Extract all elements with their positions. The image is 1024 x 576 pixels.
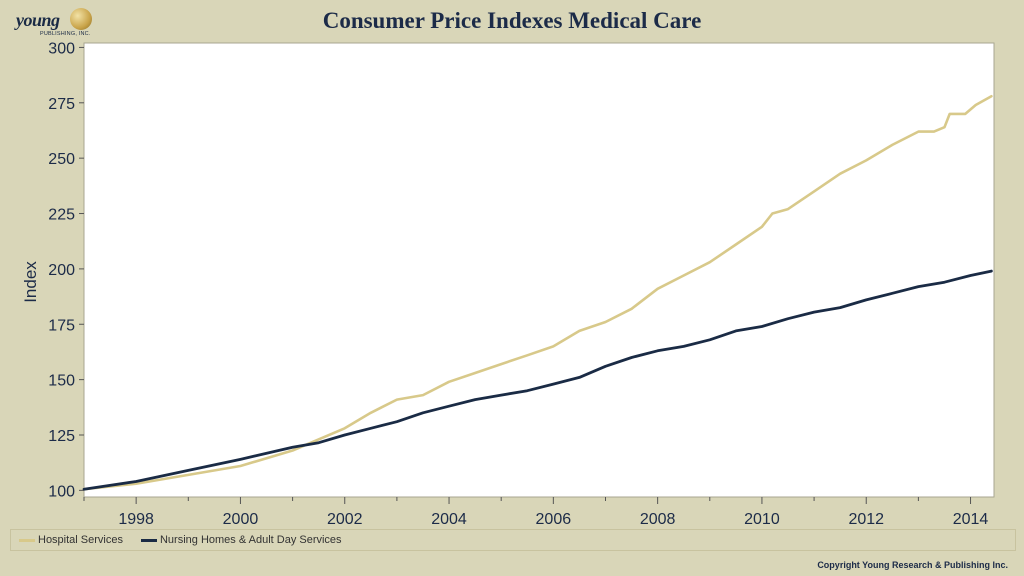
x-tick-label: 2010 [744,511,780,528]
logo-subtitle: PUBLISHING, INC. [40,31,91,37]
legend-swatch-hospital [19,538,35,542]
legend-item-hospital: Hospital Services [19,534,123,546]
globe-icon [70,8,92,30]
legend: Hospital Services Nursing Homes & Adult … [10,529,1016,551]
y-tick-label: 225 [48,207,75,224]
x-tick-label: 2014 [953,511,989,528]
series-line-hospital [82,94,993,491]
x-tick-label: 2012 [848,511,884,528]
chart-title: Consumer Price Indexes Medical Care [322,8,702,33]
y-tick-label: 275 [48,96,75,113]
series-line-nursing [82,269,993,491]
y-axis: 100 125 150 175 200 225 250 275 300 [48,40,84,500]
y-tick-label: 150 [48,373,75,390]
plot-area [83,42,995,498]
y-tick-label: 300 [48,40,75,57]
x-tick-label: 2008 [640,511,676,528]
y-tick-label: 125 [48,428,75,445]
legend-label-nursing: Nursing Homes & Adult Day Services [159,534,342,546]
x-tick-label: 2002 [327,511,363,528]
legend-item-nursing: Nursing Homes & Adult Day Services [140,534,342,546]
logo: young PUBLISHING, INC. [6,4,102,38]
x-tick-label: 2000 [223,511,259,528]
series-lines [82,94,993,491]
x-tick-label: 2004 [431,511,467,528]
logo-text: young [16,10,60,30]
y-tick-label: 250 [48,151,75,168]
legend-swatch-nursing [140,538,157,542]
x-axis: 1998 2000 2002 2004 2006 2008 2010 2012 2014 [83,497,989,528]
y-tick-label: 175 [48,317,75,334]
copyright-notice: Copyright Young Research & Publishing In… [817,560,1008,570]
y-tick-label: 200 [48,262,75,279]
y-tick-label: 100 [48,483,75,500]
legend-label-hospital: Hospital Services [38,534,123,546]
x-tick-label: 1998 [118,511,154,528]
y-axis-label: Index [21,261,40,303]
x-tick-label: 2006 [536,511,572,528]
